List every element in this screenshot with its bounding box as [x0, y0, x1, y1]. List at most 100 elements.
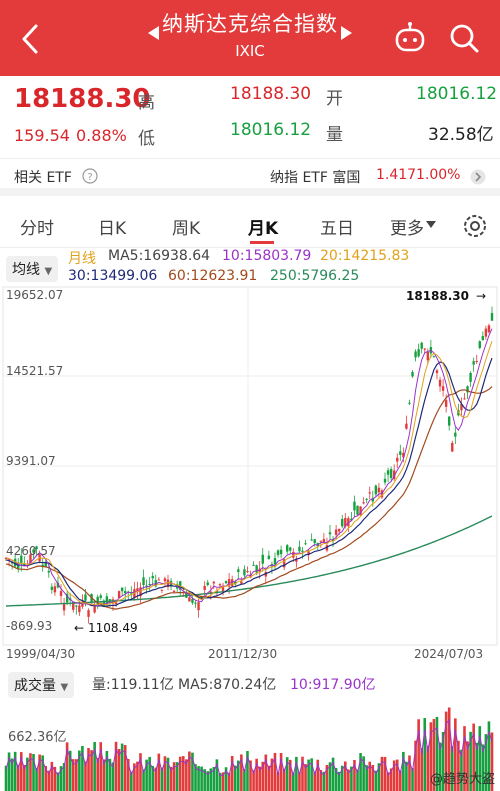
volume-bar [447, 707, 451, 791]
volume-bar [221, 772, 225, 791]
candle-body [475, 360, 478, 362]
volume-label: 量 [326, 125, 343, 145]
period-label: 月线 [68, 251, 96, 267]
volume-bar [365, 765, 368, 791]
volume-bar [41, 755, 44, 791]
volume-bar [399, 770, 402, 791]
candle-body [460, 404, 463, 411]
volume-bar [258, 766, 261, 791]
volume-bar [481, 744, 485, 791]
y-label-bottom: -869.93 [6, 619, 52, 633]
related-etf-row[interactable]: 相关 ETF ? 纳指 ETF 富国 1.417 1.00% [0, 158, 500, 196]
volume-bar [310, 758, 313, 791]
latest-arrow-icon: → [476, 289, 486, 303]
candle-body [383, 478, 387, 483]
change-value: 159.54 [14, 126, 70, 145]
volume-bar [90, 750, 93, 791]
settings-icon[interactable] [462, 213, 488, 239]
lowest-price-label: 1108.49 [88, 621, 138, 635]
volume-bar [478, 726, 482, 791]
volume-bar [181, 756, 185, 791]
volume-bar [191, 752, 194, 791]
y-label-4: 4260.57 [6, 544, 56, 558]
volume-bar [285, 757, 289, 791]
candle-body [160, 589, 164, 591]
volume-bar [237, 760, 240, 791]
open-value: 18016.12 [416, 84, 498, 104]
tab-monthly[interactable]: 月K [248, 219, 279, 239]
tab-daily[interactable]: 日K [98, 219, 127, 239]
volume-bar [475, 742, 479, 791]
caret-down-icon[interactable] [426, 221, 436, 229]
volume-bar [29, 753, 32, 791]
volume-bar [32, 753, 35, 791]
volume-bar [197, 766, 200, 791]
volume-bar [402, 751, 405, 791]
high-value: 18188.30 [230, 84, 312, 104]
candle-body [341, 519, 344, 527]
change-percent: 0.88% [76, 126, 127, 145]
volume-bar [319, 769, 323, 791]
volume-bar [154, 767, 158, 791]
volume-bar [87, 748, 90, 791]
volume-bar [356, 769, 359, 791]
volume-bar [123, 745, 127, 791]
candle-body [215, 590, 219, 593]
volume-bar [145, 759, 148, 791]
volume-bar [99, 742, 103, 791]
volume-bar [142, 769, 145, 791]
volume-bar [362, 756, 365, 791]
tab-weekly[interactable]: 周K [172, 219, 201, 239]
watermark-text: @趋势大盗 [430, 772, 496, 787]
search-icon[interactable] [446, 20, 482, 56]
candle-body [463, 398, 466, 400]
tab-more[interactable]: 更多 [390, 219, 424, 239]
high-label: 高 [138, 93, 155, 113]
candle-body [334, 529, 338, 535]
volume-bar [270, 758, 274, 791]
candlestick-chart[interactable]: 19652.07 14521.57 9391.07 4260.57 -869.9… [0, 286, 500, 666]
candle-body [120, 587, 124, 592]
candle-body [435, 370, 439, 374]
volume-bar [484, 734, 488, 791]
volume-bar [340, 765, 344, 791]
volume-value: 32.58亿 [428, 125, 494, 145]
robot-icon[interactable] [392, 20, 428, 56]
volume-bar [264, 754, 268, 791]
candle-body [399, 451, 402, 455]
x-label-mid: 2011/12/30 [208, 647, 277, 661]
indicator-select[interactable]: 均线 ▼ [6, 256, 59, 282]
chevron-right-icon[interactable] [470, 169, 486, 185]
ma10-line [5, 328, 493, 607]
svg-text:?: ? [87, 172, 92, 183]
candle-body [316, 542, 319, 547]
ma30-line [5, 357, 493, 607]
previous-index-icon[interactable] [148, 26, 159, 40]
candle-body [13, 558, 17, 567]
candle-body [289, 547, 292, 551]
volume-bar [322, 771, 326, 791]
volume-select[interactable]: 成交量 ▼ [8, 672, 75, 698]
candle-body [337, 529, 341, 532]
volume-bar [243, 769, 246, 791]
next-index-icon[interactable] [341, 26, 352, 40]
candle-body [426, 352, 430, 361]
volume-ma10: 10:917.90亿 [290, 677, 376, 693]
candle-body [139, 587, 142, 597]
candle-body [59, 591, 63, 596]
volume-bar [105, 751, 109, 791]
volume-bar [178, 756, 182, 791]
volume-bar [276, 772, 280, 791]
tab-intraday[interactable]: 分时 [20, 219, 54, 239]
volume-bar [249, 760, 252, 791]
volume-bar [282, 768, 286, 791]
help-icon[interactable]: ? [82, 168, 98, 184]
back-chevron-icon[interactable] [16, 22, 46, 56]
volume-bar [417, 719, 420, 791]
volume-bar [316, 759, 320, 791]
volume-bar [93, 742, 96, 791]
candle-body [328, 532, 332, 535]
tab-five-day[interactable]: 五日 [320, 219, 354, 239]
volume-bar [96, 757, 99, 791]
volume-bar [469, 731, 472, 791]
